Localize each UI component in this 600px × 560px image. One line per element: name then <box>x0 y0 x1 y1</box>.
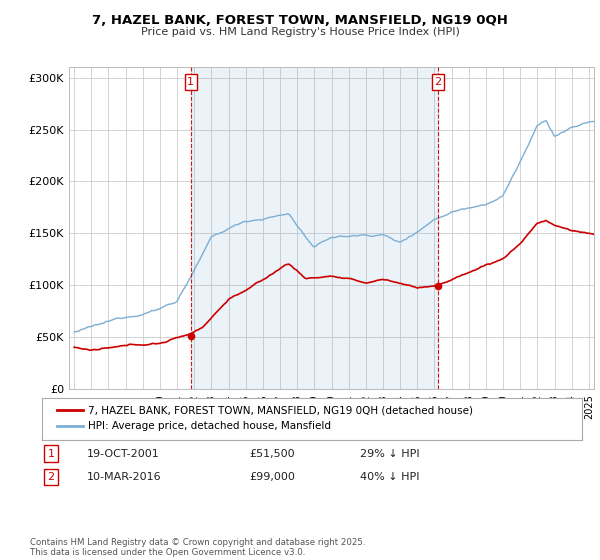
Text: Contains HM Land Registry data © Crown copyright and database right 2025.
This d: Contains HM Land Registry data © Crown c… <box>30 538 365 557</box>
Text: 7, HAZEL BANK, FOREST TOWN, MANSFIELD, NG19 0QH: 7, HAZEL BANK, FOREST TOWN, MANSFIELD, N… <box>92 14 508 27</box>
Text: 2: 2 <box>434 77 442 87</box>
Text: 1: 1 <box>187 77 194 87</box>
Text: 29% ↓ HPI: 29% ↓ HPI <box>360 449 419 459</box>
Text: 1: 1 <box>47 449 55 459</box>
Text: 2: 2 <box>47 472 55 482</box>
Text: 19-OCT-2001: 19-OCT-2001 <box>87 449 160 459</box>
Legend: 7, HAZEL BANK, FOREST TOWN, MANSFIELD, NG19 0QH (detached house), HPI: Average p: 7, HAZEL BANK, FOREST TOWN, MANSFIELD, N… <box>53 402 477 435</box>
Text: £51,500: £51,500 <box>249 449 295 459</box>
Text: £99,000: £99,000 <box>249 472 295 482</box>
Text: 40% ↓ HPI: 40% ↓ HPI <box>360 472 419 482</box>
Text: Price paid vs. HM Land Registry's House Price Index (HPI): Price paid vs. HM Land Registry's House … <box>140 27 460 37</box>
Text: 10-MAR-2016: 10-MAR-2016 <box>87 472 161 482</box>
Bar <box>191 67 438 389</box>
